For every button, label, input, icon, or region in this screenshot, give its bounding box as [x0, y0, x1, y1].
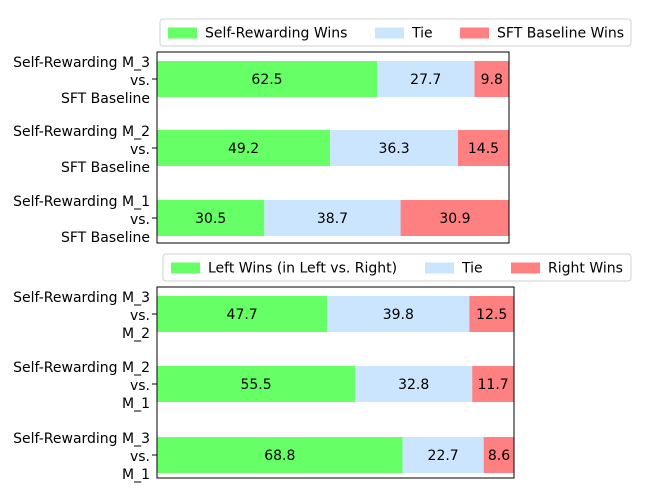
data-label-r1-s2: 27.7: [410, 72, 441, 88]
bar-segment-r2-s1: [157, 366, 356, 402]
plot-frame: [156, 51, 510, 244]
legend-swatch-3: [511, 262, 540, 274]
legend-label-1: Left Wins (in Left vs. Right): [208, 261, 397, 277]
legend-swatch-1: [171, 262, 200, 274]
category-label-1-line-2: vs.: [130, 308, 150, 324]
bar-segment-r1-s3: [474, 61, 509, 97]
legend-swatch-2: [425, 262, 454, 274]
category-label-2-line-2: vs.: [130, 378, 150, 394]
category-label-2-line-3: SFT Baseline: [61, 160, 150, 176]
bar-segment-r3-s3: [400, 200, 510, 236]
bar-segment-r2-s3: [472, 366, 514, 402]
category-label-1-line-1: Self-Rewarding M_3: [13, 55, 150, 71]
data-label-r1-s3: 12.5: [476, 307, 507, 323]
bar-segment-r3-s3: [483, 437, 515, 473]
bar-segment-r2-s2: [330, 130, 458, 166]
category-label-2-line-3: M_1: [122, 396, 150, 412]
legend-frame: [162, 253, 632, 282]
category-label-3-line-3: M_1: [122, 467, 150, 483]
category-label-1-line-3: M_2: [122, 326, 150, 342]
category-label-3-line-2: vs.: [130, 449, 150, 465]
legend-label-3: Right Wins: [548, 261, 623, 277]
bar-segment-r2-s1: [157, 130, 331, 166]
bar-segment-r2-s2: [355, 366, 473, 402]
bar-segment-r3-s1: [157, 200, 265, 236]
data-label-r1-s1: 47.7: [227, 307, 258, 323]
data-label-r2-s2: 32.8: [398, 377, 429, 393]
legend-swatch-1: [168, 27, 197, 39]
legend-label-3: SFT Baseline Wins: [497, 26, 624, 42]
data-label-r3-s2: 38.7: [317, 211, 348, 227]
data-label-r3-s3: 30.9: [439, 211, 470, 227]
data-label-r2-s3: 11.7: [478, 377, 509, 393]
legend-label-2: Tie: [411, 26, 433, 42]
category-label-3-line-2: vs.: [130, 212, 150, 228]
data-label-r2-s1: 49.2: [228, 141, 259, 157]
data-label-r1-s2: 39.8: [383, 307, 414, 323]
bar-segment-r3-s2: [402, 437, 484, 473]
category-label-3-line-1: Self-Rewarding M_1: [13, 194, 150, 210]
bar-segment-r1-s2: [377, 61, 475, 97]
category-label-2-line-1: Self-Rewarding M_2: [13, 124, 150, 140]
data-label-r3-s3: 8.6: [488, 448, 510, 464]
data-label-r1-s3: 9.8: [481, 72, 503, 88]
bar-segment-r3-s2: [264, 200, 401, 236]
chart-panel-2: Left Wins (in Left vs. Right) Tie Right Wi…: [13, 253, 632, 483]
data-label-r3-s1: 30.5: [195, 211, 226, 227]
category-label-3-line-1: Self-Rewarding M_3: [13, 431, 150, 447]
data-label-r3-s1: 68.8: [264, 448, 295, 464]
bar-segment-r1-s1: [157, 296, 328, 332]
data-label-r2-s3: 14.5: [468, 141, 499, 157]
data-label-r3-s2: 22.7: [428, 448, 459, 464]
legend: Self-Rewarding Wins Tie SFT Baseline Wins: [159, 18, 632, 47]
category-label-3-line-3: SFT Baseline: [61, 230, 150, 246]
plot-frame: [156, 286, 515, 479]
data-label-r2-s2: 36.3: [378, 141, 409, 157]
legend-swatch-3: [460, 27, 489, 39]
bar-segment-r2-s3: [457, 130, 509, 166]
legend-swatch-2: [375, 27, 404, 39]
bar-segment-r1-s3: [469, 296, 514, 332]
category-label-1-line-2: vs.: [130, 73, 150, 89]
category-label-1-line-3: SFT Baseline: [61, 91, 150, 107]
legend: Left Wins (in Left vs. Right) Tie Right Wi…: [162, 253, 632, 282]
category-label-2-line-1: Self-Rewarding M_2: [13, 360, 150, 376]
legend-label-1: Self-Rewarding Wins: [205, 26, 347, 42]
data-label-r1-s1: 62.5: [251, 72, 282, 88]
category-label-1-line-1: Self-Rewarding M_3: [13, 290, 150, 306]
bar-segment-r3-s1: [157, 437, 403, 473]
bar-segment-r1-s1: [157, 61, 377, 97]
category-label-2-line-2: vs.: [130, 142, 150, 158]
legend-label-2: Tie: [461, 261, 483, 277]
bar-segment-r1-s2: [327, 296, 470, 332]
data-label-r2-s1: 55.5: [240, 377, 271, 393]
chart-panel-1: Self-Rewarding Wins Tie SFT Baseline Wins 6…: [13, 18, 632, 246]
